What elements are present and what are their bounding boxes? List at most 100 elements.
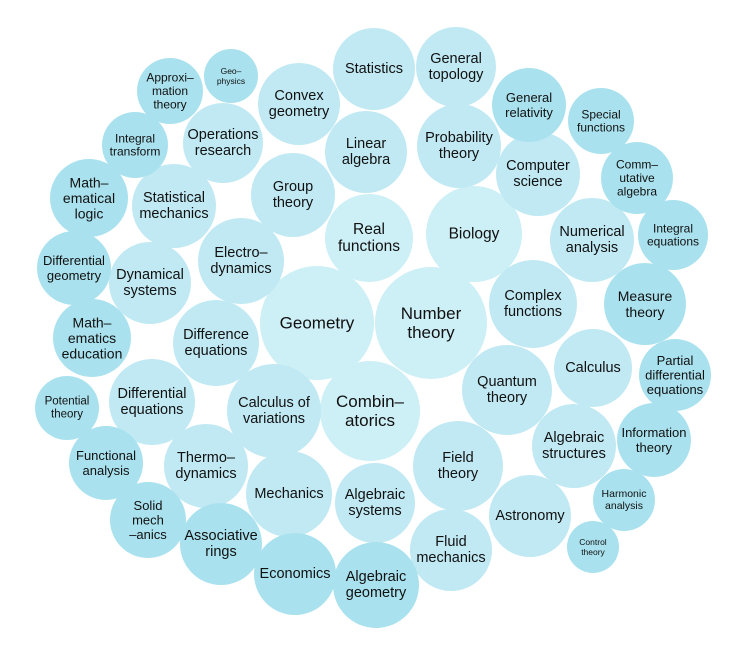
bubble-label: Number xyxy=(401,304,462,323)
bubble-label: systems xyxy=(123,283,176,299)
bubble-label: Geo– xyxy=(221,66,242,76)
bubble-label: theory xyxy=(636,440,673,455)
bubble-label: atorics xyxy=(345,411,395,430)
bubble-thermodynamics: Thermo–dynamics xyxy=(164,424,248,508)
bubble-label: research xyxy=(195,143,251,159)
bubble-label: theory xyxy=(51,408,83,420)
bubble-circle xyxy=(69,426,143,500)
bubble-circle xyxy=(254,533,336,615)
bubble-label: Harmonic xyxy=(602,488,647,500)
bubble-label: transform xyxy=(110,145,161,159)
bubble-circle xyxy=(568,88,634,154)
bubble-label: algebra xyxy=(342,152,391,168)
bubble-label: theory xyxy=(581,547,605,557)
bubble-label: Linear xyxy=(346,136,386,152)
bubble-circle xyxy=(550,198,634,282)
bubble-label: education xyxy=(62,346,123,362)
bubble-label: equations xyxy=(121,402,184,418)
bubble-label: Math– xyxy=(73,314,112,330)
bubble-label: ematics xyxy=(68,330,116,346)
bubble-label: General xyxy=(430,51,482,67)
bubble-circle xyxy=(601,142,673,214)
bubble-label: utative xyxy=(619,171,655,185)
bubble-label: Probability xyxy=(425,130,493,146)
bubble-circle xyxy=(333,28,415,110)
bubble-geometry: Geometry xyxy=(260,266,374,380)
bubble-circle xyxy=(173,300,259,386)
bubble-circle xyxy=(462,345,552,435)
bubble-label: Geometry xyxy=(280,314,355,333)
bubble-calculus: Calculus xyxy=(554,329,632,407)
bubble-label: Associative xyxy=(184,528,257,544)
bubble-label: analysis xyxy=(605,500,643,512)
bubble-label: Quantum xyxy=(477,374,537,390)
bubble-circle xyxy=(180,503,262,585)
bubble-circle xyxy=(410,509,492,591)
bubble-circle xyxy=(35,376,99,440)
bubble-label: Economics xyxy=(260,566,331,582)
bubble-label: structures xyxy=(542,446,606,462)
bubble-label: Algebraic xyxy=(346,569,406,585)
bubble-label: theory xyxy=(626,304,665,320)
bubble-label: Information xyxy=(621,425,686,440)
bubble-label: analysis xyxy=(83,463,130,478)
bubble-label: functions xyxy=(577,121,625,135)
bubble-circle xyxy=(567,521,619,573)
bubble-circle xyxy=(204,49,258,103)
bubble-circle xyxy=(183,103,263,183)
bubble-circle xyxy=(489,475,571,557)
bubble-label: theory xyxy=(273,195,314,211)
bubble-label: Differential xyxy=(43,253,105,268)
bubble-label: Statistical xyxy=(143,190,205,206)
bubble-label: equations xyxy=(647,235,699,249)
bubble-circle xyxy=(638,200,708,270)
bubble-label: Mechanics xyxy=(254,486,323,502)
bubble-circle xyxy=(53,299,131,377)
bubble-label: Partial xyxy=(657,353,694,368)
bubble-label: physics xyxy=(217,76,245,86)
bubble-circle xyxy=(416,27,496,107)
bubble-label: Combin– xyxy=(336,392,405,411)
bubble-circle xyxy=(496,132,580,216)
bubble-circle xyxy=(333,542,419,628)
bubble-circle xyxy=(554,329,632,407)
bubble-label: Electro– xyxy=(214,245,268,261)
bubble-circle xyxy=(109,359,195,445)
bubble-circle xyxy=(604,263,686,345)
bubble-label: Differential xyxy=(117,386,186,402)
bubble-label: Dynamical xyxy=(116,267,184,283)
bubble-circle xyxy=(260,266,374,380)
bubble-label: Numerical xyxy=(559,224,624,240)
bubble-label: General xyxy=(506,90,552,105)
bubble-label: Calculus xyxy=(565,360,621,376)
bubble-label: Operations xyxy=(188,127,259,143)
bubble-circle xyxy=(325,194,413,282)
bubble-astronomy: Astronomy xyxy=(489,475,571,557)
bubble-label: Measure xyxy=(618,288,673,304)
bubble-label: equations xyxy=(647,382,704,397)
